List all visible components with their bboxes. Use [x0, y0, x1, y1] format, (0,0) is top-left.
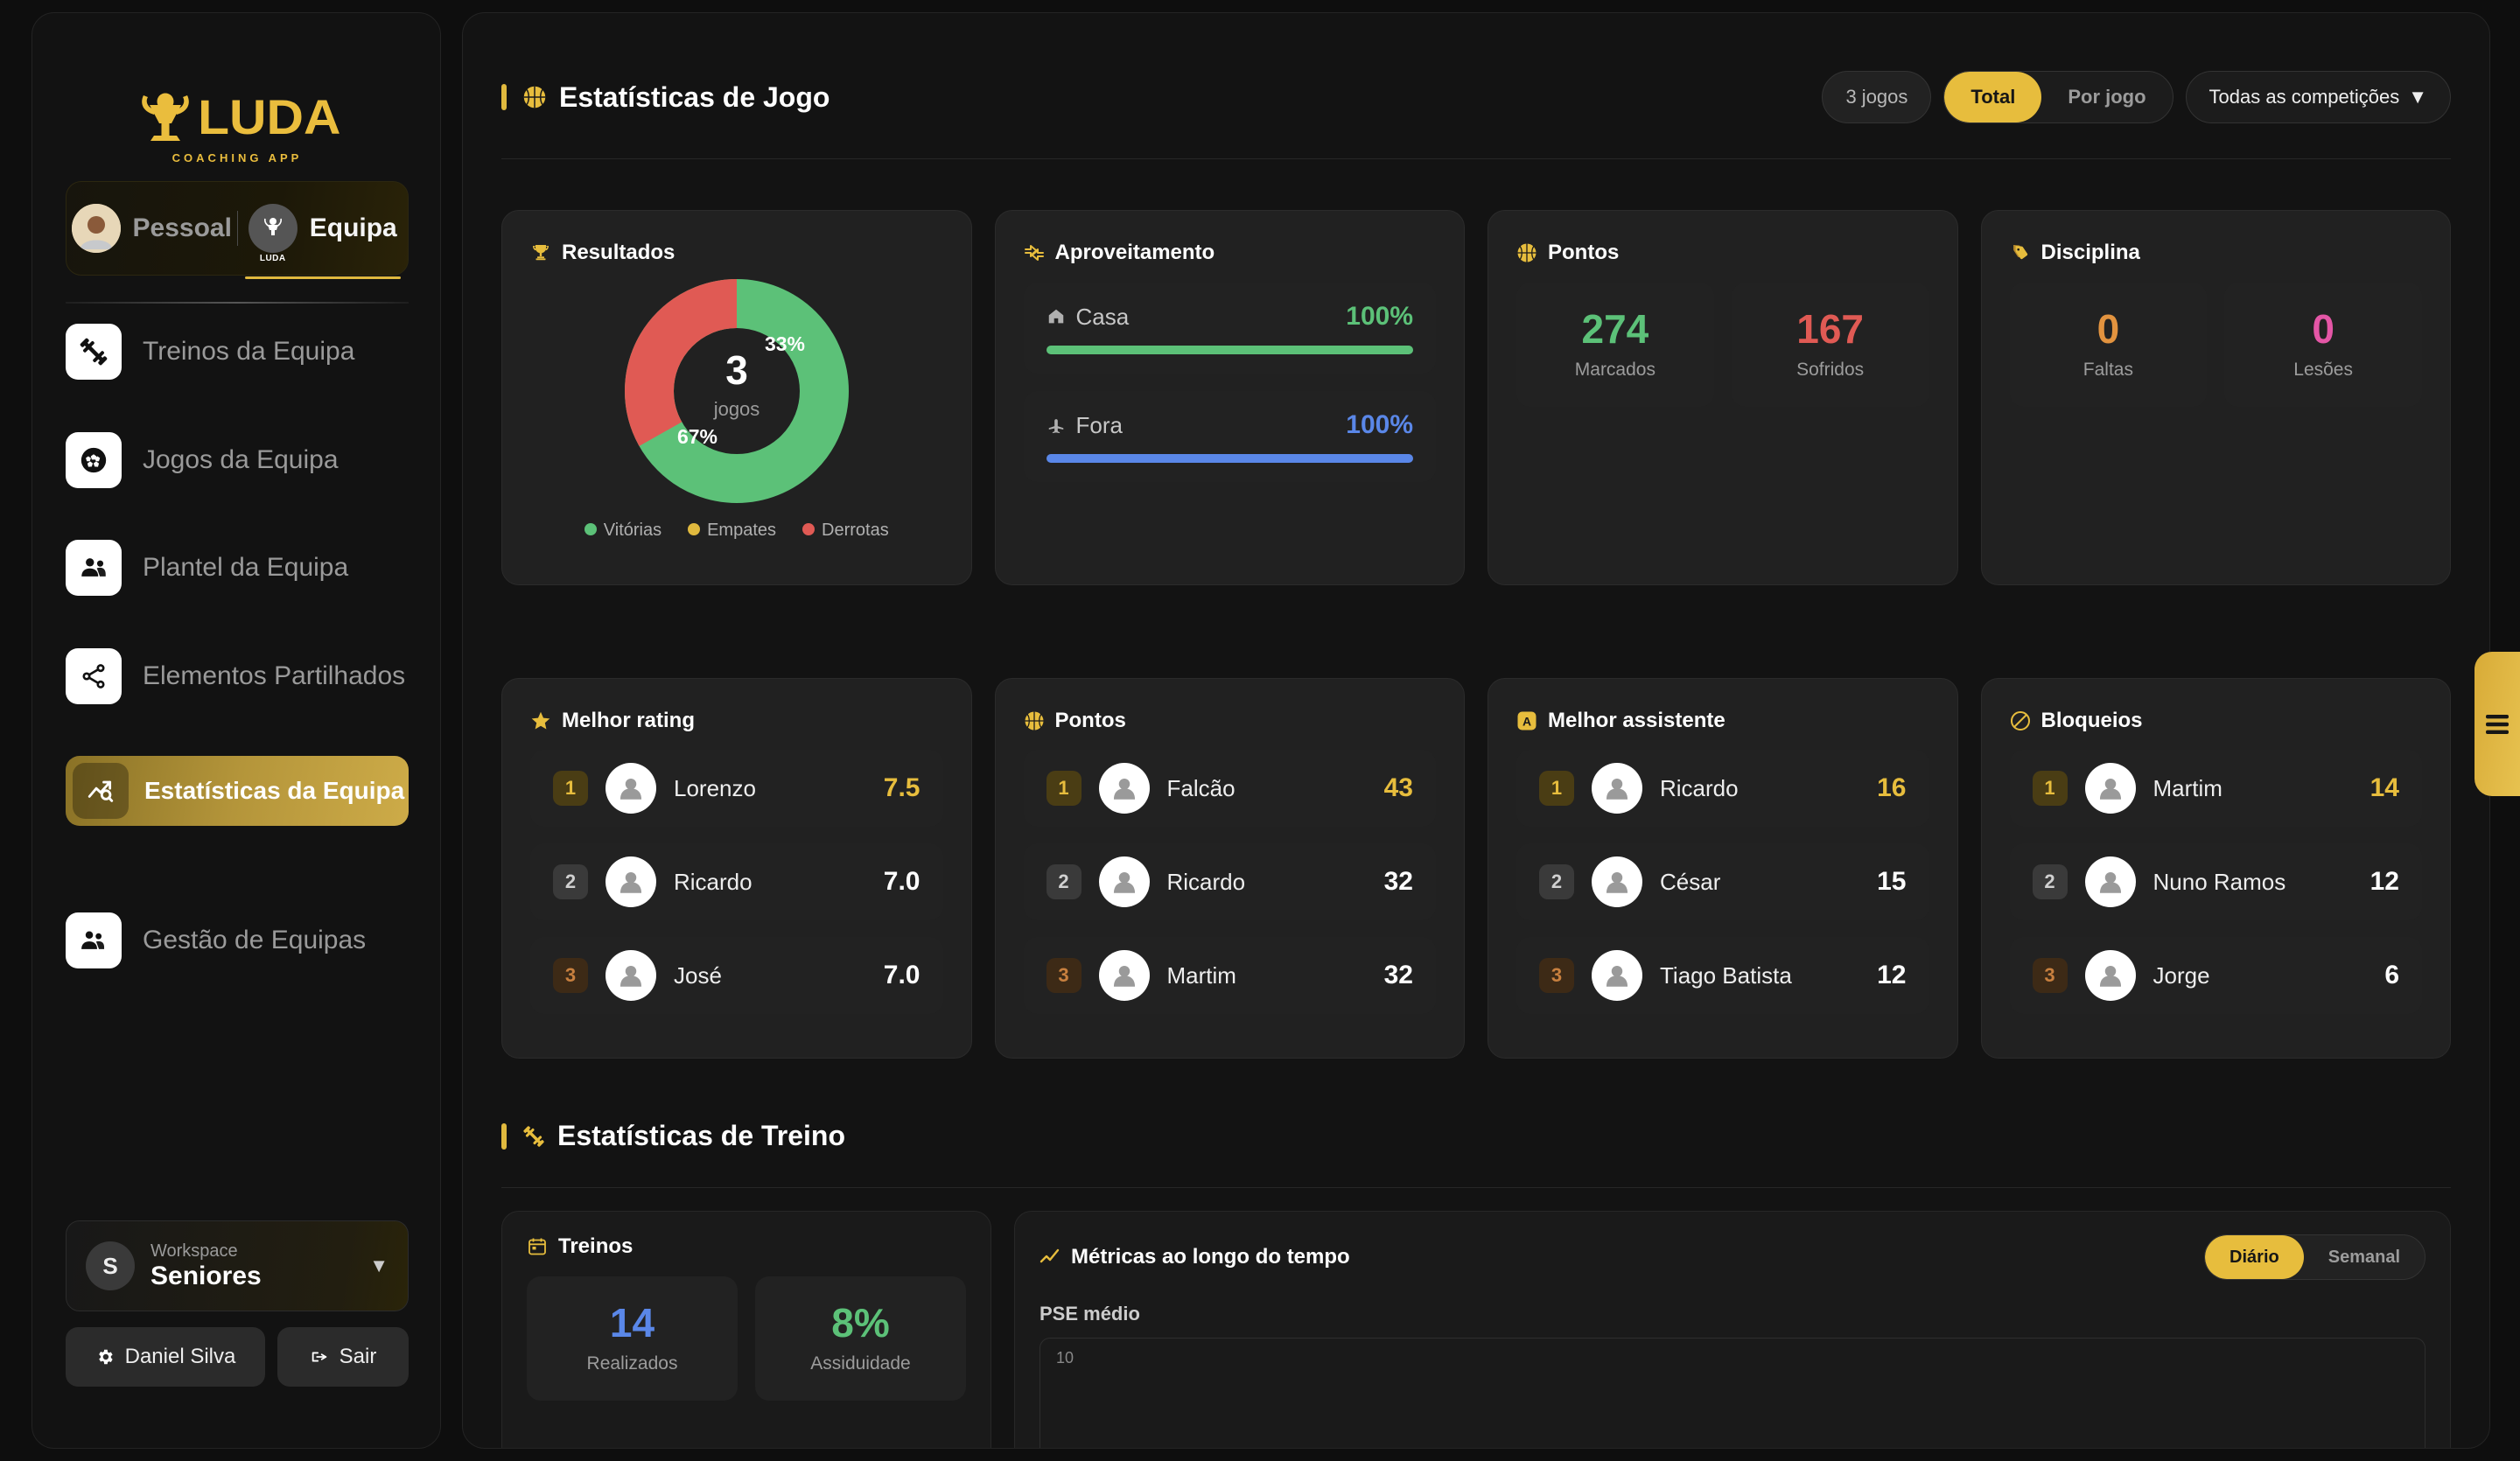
svg-text:jogos: jogos [712, 398, 760, 420]
svg-text:67%: 67% [677, 425, 718, 448]
svg-text:3: 3 [725, 347, 748, 393]
svg-text:A: A [1522, 715, 1531, 729]
svg-text:33%: 33% [765, 332, 805, 355]
